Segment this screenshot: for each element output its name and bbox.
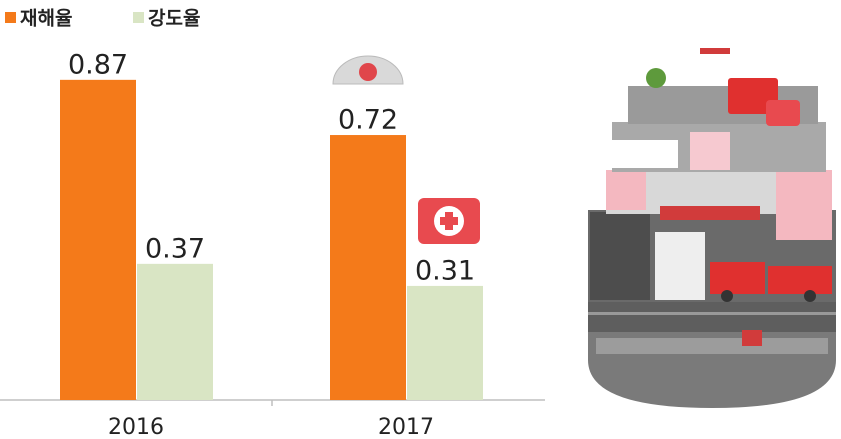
first-aid-icon (418, 198, 480, 244)
value-label: 0.31 (415, 255, 475, 286)
alarm-icon (333, 56, 403, 84)
value-label: 0.72 (338, 105, 398, 136)
legend-label: 재해율 (20, 8, 72, 30)
value-label: 0.37 (145, 233, 205, 264)
legend-label: 강도율 (148, 8, 200, 30)
x-tick-label: 2016 (108, 415, 164, 439)
bar (407, 286, 483, 400)
value-label: 0.87 (68, 49, 128, 80)
bar (137, 264, 213, 400)
bar (330, 135, 406, 400)
legend-swatch (133, 12, 144, 23)
bar (60, 80, 136, 400)
legend-swatch (5, 12, 16, 23)
chart: 재해율 강도율 0.87 0.37 2016 0.72 0.31 2017 (0, 0, 841, 439)
x-tick-label: 2017 (378, 415, 434, 439)
building-illustration (588, 48, 836, 408)
